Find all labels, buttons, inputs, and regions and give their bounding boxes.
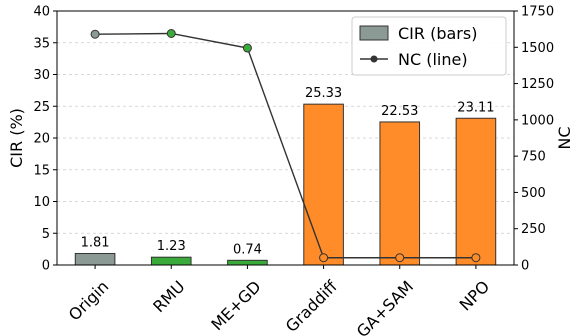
bar-layer <box>74 103 497 266</box>
bar-value-label: 1.23 <box>157 239 186 254</box>
nc-point <box>319 253 329 263</box>
bar-ga-sam <box>379 121 421 266</box>
label-layer: 1.81 1.23 0.74 25.33 22.53 23.11 <box>81 86 495 257</box>
right-tick-label: 500 <box>521 186 546 201</box>
bar-value-label: 0.74 <box>233 242 262 257</box>
nc-point <box>395 253 405 263</box>
nc-point <box>471 253 481 263</box>
category-label: NPO <box>456 277 494 315</box>
legend: CIR (bars) NC (line) <box>351 16 507 76</box>
nc-point <box>90 29 100 39</box>
nc-point <box>242 43 252 53</box>
category-label: GA+SAM <box>353 277 417 336</box>
bar-npo <box>455 117 497 266</box>
right-tick-label: 1500 <box>521 41 554 56</box>
legend-label-cir: CIR (bars) <box>398 24 477 43</box>
left-tick-label: 10 <box>33 195 50 210</box>
category-label: Graddiff <box>282 276 342 336</box>
line-layer <box>90 28 481 263</box>
bar-rmu <box>150 256 192 266</box>
bar-me-gd <box>227 259 268 266</box>
right-tick-label: 750 <box>521 150 546 165</box>
left-tick-label: 40 <box>33 5 50 20</box>
bar-value-label: 25.33 <box>305 86 342 101</box>
left-tick-label: 20 <box>33 132 50 147</box>
bar-value-label: 23.11 <box>457 100 494 115</box>
left-tick-label: 30 <box>33 68 50 83</box>
y2-axis-title: NC <box>555 126 574 149</box>
category-label: RMU <box>149 277 188 316</box>
right-tick-label: 250 <box>521 222 546 237</box>
category-label: ME+GD <box>207 277 264 334</box>
legend-swatch-cir <box>359 25 389 41</box>
legend-label-nc: NC (line) <box>398 50 468 69</box>
right-tick-label: 1750 <box>521 5 554 20</box>
bar-value-label: 1.81 <box>81 236 110 251</box>
bar-value-label: 22.53 <box>381 104 418 119</box>
legend-box <box>351 16 507 76</box>
left-tick-label: 15 <box>33 163 50 178</box>
right-tick-label: 1000 <box>521 113 554 128</box>
left-tick-label: 25 <box>33 100 50 115</box>
left-tick-label: 0 <box>42 259 50 274</box>
bar-graddiff <box>303 103 344 266</box>
left-tick-label: 5 <box>42 227 50 242</box>
right-tick-label: 1250 <box>521 77 554 92</box>
left-tick-label: 35 <box>33 36 50 51</box>
right-tick-label: 0 <box>521 259 529 274</box>
y-axis-title: CIR (%) <box>7 108 26 168</box>
bar-origin <box>74 253 116 266</box>
nc-point <box>166 28 176 38</box>
nc-line <box>95 32 476 259</box>
legend-marker-nc <box>370 55 378 63</box>
category-label: Origin <box>65 277 113 325</box>
